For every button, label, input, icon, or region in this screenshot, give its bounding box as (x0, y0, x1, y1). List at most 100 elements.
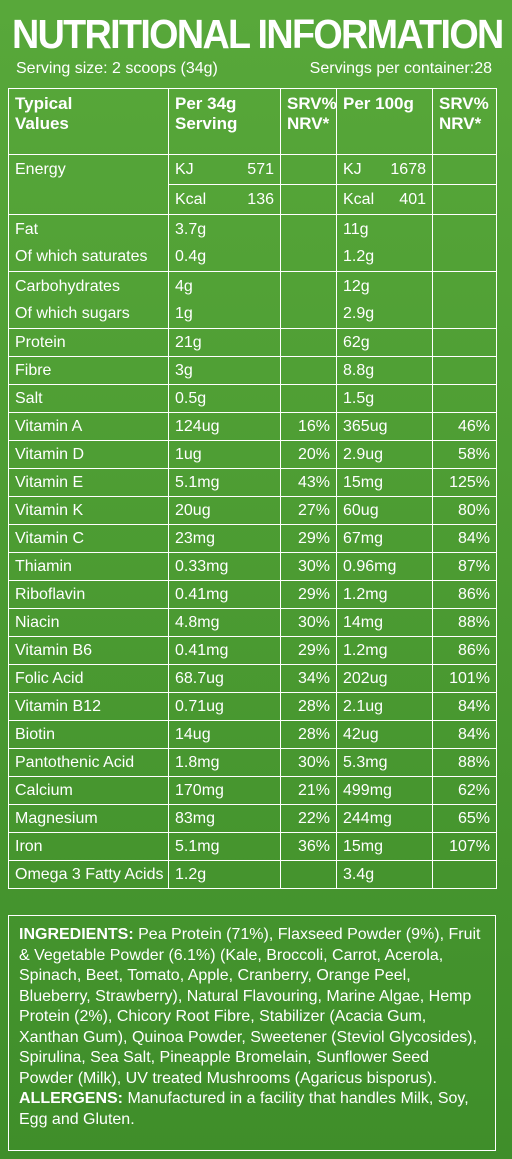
nrv-serving-value: 21% (280, 776, 337, 805)
table-row: Magnesium 83mg 22% 244mg 65% (8, 804, 497, 833)
per-serving-value: 68.7ug (168, 664, 281, 693)
nutrient-name: Biotin (8, 720, 169, 749)
nutrient-name: Magnesium (8, 804, 169, 833)
nrv-100g-value: 65% (432, 804, 497, 833)
nutrient-name: Iron (8, 832, 169, 861)
table-row: Vitamin E 5.1mg 43% 15mg 125% (8, 468, 497, 497)
per-serving-value: 14ug (168, 720, 281, 749)
nrv-serving-value: 29% (280, 580, 337, 609)
fat-label: Fat Of which saturates (8, 214, 169, 272)
header-srv-nrv-100g: SRV% NRV* (432, 88, 497, 155)
table-row: Fibre 3g 8.8g (8, 356, 497, 385)
per-100g-value: 60ug (336, 496, 433, 525)
table-row: Biotin 14ug 28% 42ug 84% (8, 720, 497, 749)
per-serving-value: 83mg (168, 804, 281, 833)
per-100g-value: 62g (336, 328, 433, 357)
nrv-100g-value: 87% (432, 552, 497, 581)
per-100g-value: 67mg (336, 524, 433, 553)
nutrition-table: Typical Values Per 34g Serving SRV% NRV* Pe… (8, 88, 497, 889)
header-srv-nrv-serving: SRV% NRV* (280, 88, 337, 155)
per-100g-value: 202ug (336, 664, 433, 693)
table-row: Omega 3 Fatty Acids 1.2g 3.4g (8, 860, 497, 889)
per-100g-value: 1.2mg (336, 636, 433, 665)
nrv-serving-value (280, 328, 337, 357)
per-100g-value: 0.96mg (336, 552, 433, 581)
nutrient-name: Folic Acid (8, 664, 169, 693)
per-serving-value: 5.1mg (168, 468, 281, 497)
header-typical-values: Typical Values (8, 88, 169, 155)
nrv-100g-value: 84% (432, 524, 497, 553)
table-row: Salt 0.5g 1.5g (8, 384, 497, 413)
nutrient-name: Vitamin B12 (8, 692, 169, 721)
table-row: Niacin 4.8mg 30% 14mg 88% (8, 608, 497, 637)
per-100g-value: 15mg (336, 832, 433, 861)
serving-info: Serving size: 2 scoops (34g) Servings pe… (16, 59, 492, 79)
per-serving-value: 0.33mg (168, 552, 281, 581)
nrv-serving-value: 27% (280, 496, 337, 525)
nutrient-name: Pantothenic Acid (8, 748, 169, 777)
fat-serving: 3.7g 0.4g (168, 214, 281, 272)
energy-label: Energy (8, 154, 169, 215)
nutrient-name: Vitamin D (8, 440, 169, 469)
ingredients-text: INGREDIENTS: Pea Protein (71%), Flaxseed… (19, 926, 481, 1087)
per-100g-value: 3.4g (336, 860, 433, 889)
nrv-100g-value (432, 860, 497, 889)
nutrient-name: Omega 3 Fatty Acids (8, 860, 169, 889)
per-serving-value: 0.5g (168, 384, 281, 413)
allergens-text: ALLERGENS: Manufactured in a facility th… (19, 1090, 469, 1128)
nutrient-name: Salt (8, 384, 169, 413)
fat-row: Fat Of which saturates 3.7g 0.4g 11g 1.2g (8, 214, 497, 272)
nutrient-name: Vitamin B6 (8, 636, 169, 665)
energy-kcal-100g: Kcal 401 (336, 184, 433, 215)
nrv-serving-value: 34% (280, 664, 337, 693)
per-100g-value: 14mg (336, 608, 433, 637)
nrv-serving-value: 43% (280, 468, 337, 497)
per-100g-value: 2.9ug (336, 440, 433, 469)
table-row: Iron 5.1mg 36% 15mg 107% (8, 832, 497, 861)
per-serving-value: 0.41mg (168, 636, 281, 665)
nrv-100g-value: 88% (432, 748, 497, 777)
nrv-serving-value (280, 860, 337, 889)
table-row: Vitamin D 1ug 20% 2.9ug 58% (8, 440, 497, 469)
nutrient-name: Calcium (8, 776, 169, 805)
carbs-100g: 12g 2.9g (336, 271, 433, 329)
nutrient-name: Niacin (8, 608, 169, 637)
nutrient-name: Vitamin K (8, 496, 169, 525)
per-serving-value: 4.8mg (168, 608, 281, 637)
nutrient-name: Vitamin C (8, 524, 169, 553)
carbs-label: Carbohydrates Of which sugars (8, 271, 169, 329)
per-serving-value: 0.71ug (168, 692, 281, 721)
per-100g-value: 8.8g (336, 356, 433, 385)
energy-kcal-serving: Kcal 136 (168, 184, 281, 215)
table-row: Vitamin A 124ug 16% 365ug 46% (8, 412, 497, 441)
nrv-serving-value: 30% (280, 552, 337, 581)
fat-100g: 11g 1.2g (336, 214, 433, 272)
per-100g-value: 1.5g (336, 384, 433, 413)
table-row: Vitamin K 20ug 27% 60ug 80% (8, 496, 497, 525)
nrv-100g-value: 84% (432, 692, 497, 721)
nutrient-name: Thiamin (8, 552, 169, 581)
per-serving-value: 1.8mg (168, 748, 281, 777)
servings-per-container: Servings per container:28 (309, 60, 492, 77)
nrv-100g-value: 84% (432, 720, 497, 749)
energy-kj-serving: KJ 571 (168, 154, 281, 185)
nutrient-name: Protein (8, 328, 169, 357)
per-100g-value: 499mg (336, 776, 433, 805)
nrv-100g-value: 58% (432, 440, 497, 469)
table-row: Riboflavin 0.41mg 29% 1.2mg 86% (8, 580, 497, 609)
table-row: Thiamin 0.33mg 30% 0.96mg 87% (8, 552, 497, 581)
ingredients-box: INGREDIENTS: Pea Protein (71%), Flaxseed… (8, 915, 496, 1151)
nrv-serving-value: 28% (280, 692, 337, 721)
nrv-serving-value: 22% (280, 804, 337, 833)
nrv-100g-value: 62% (432, 776, 497, 805)
nrv-serving-value: 29% (280, 636, 337, 665)
nrv-100g-value: 101% (432, 664, 497, 693)
energy-kj-row: Energy KJ 571 KJ 1678 (8, 154, 497, 215)
nrv-serving-value: 30% (280, 608, 337, 637)
page-title: NUTRITIONAL INFORMATION (12, 11, 504, 57)
nrv-100g-value (432, 356, 497, 385)
table-header-row: Typical Values Per 34g Serving SRV% NRV* Pe… (8, 88, 497, 155)
carbs-serving: 4g 1g (168, 271, 281, 329)
nutrient-name: Vitamin E (8, 468, 169, 497)
nrv-serving-value: 16% (280, 412, 337, 441)
